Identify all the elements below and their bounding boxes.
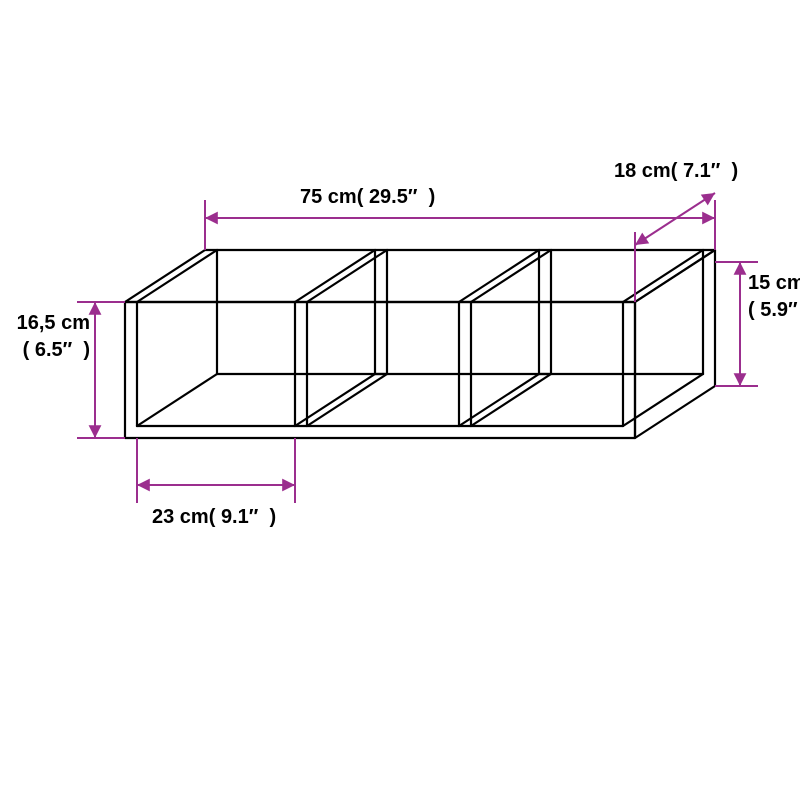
shelf-outline <box>125 250 715 438</box>
dim-inner-height-label: 15 cm( 5.9″ ) <box>748 270 800 324</box>
dim-compartment-label: 23 cm( 9.1″ ) <box>152 506 276 529</box>
dim-depth-label: 18 cm( 7.1″ ) <box>614 160 738 183</box>
dimension-lines <box>77 193 758 503</box>
dim-width-label: 75 cm( 29.5″ ) <box>300 186 435 209</box>
dimension-diagram <box>0 0 800 800</box>
dim-outer-height-label: 16,5 cm( 6.5″ ) <box>12 310 90 364</box>
